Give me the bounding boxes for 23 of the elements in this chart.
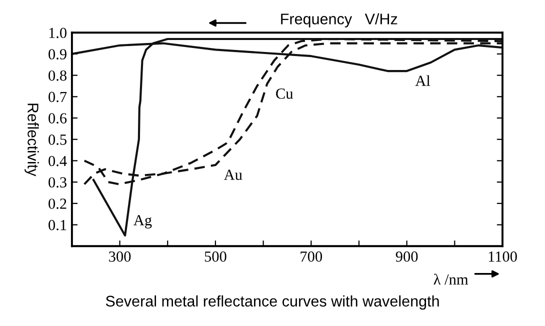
y-tick-label: 0.8	[48, 70, 66, 81]
y-tick-label: 0.6	[48, 113, 67, 124]
y-tick-label: 0.3	[48, 177, 66, 188]
y-tick-label: 0.1	[48, 220, 66, 230]
y-tick-label: 0.7	[48, 92, 67, 102]
y-tick-label: 1.0	[49, 28, 66, 38]
y-tick-label: 0.4	[48, 156, 67, 166]
annotation: Cu	[276, 88, 294, 99]
y-axis-title: Reflectivity	[24, 104, 39, 176]
x-tick-label: 1100	[488, 251, 517, 262]
annotation: Au	[224, 170, 242, 180]
chart-title: Frequency V/Hz	[281, 13, 398, 28]
y-tick-label: 0.5	[48, 134, 66, 145]
text: Several metal reflectance curves with wavelength	[106, 295, 439, 310]
x-tick-label: 900	[396, 251, 418, 262]
x-tick-label: 300	[109, 251, 131, 262]
y-tick-label: 0.2	[48, 198, 66, 209]
annotation: Ag	[134, 215, 152, 228]
annotation: Al	[415, 75, 430, 86]
x-tick-label: 500	[204, 251, 226, 262]
y-tick-label: 0.9	[48, 49, 66, 60]
x-tick-label: 700	[300, 251, 322, 262]
x-axis-title: λ /nm	[434, 274, 468, 285]
